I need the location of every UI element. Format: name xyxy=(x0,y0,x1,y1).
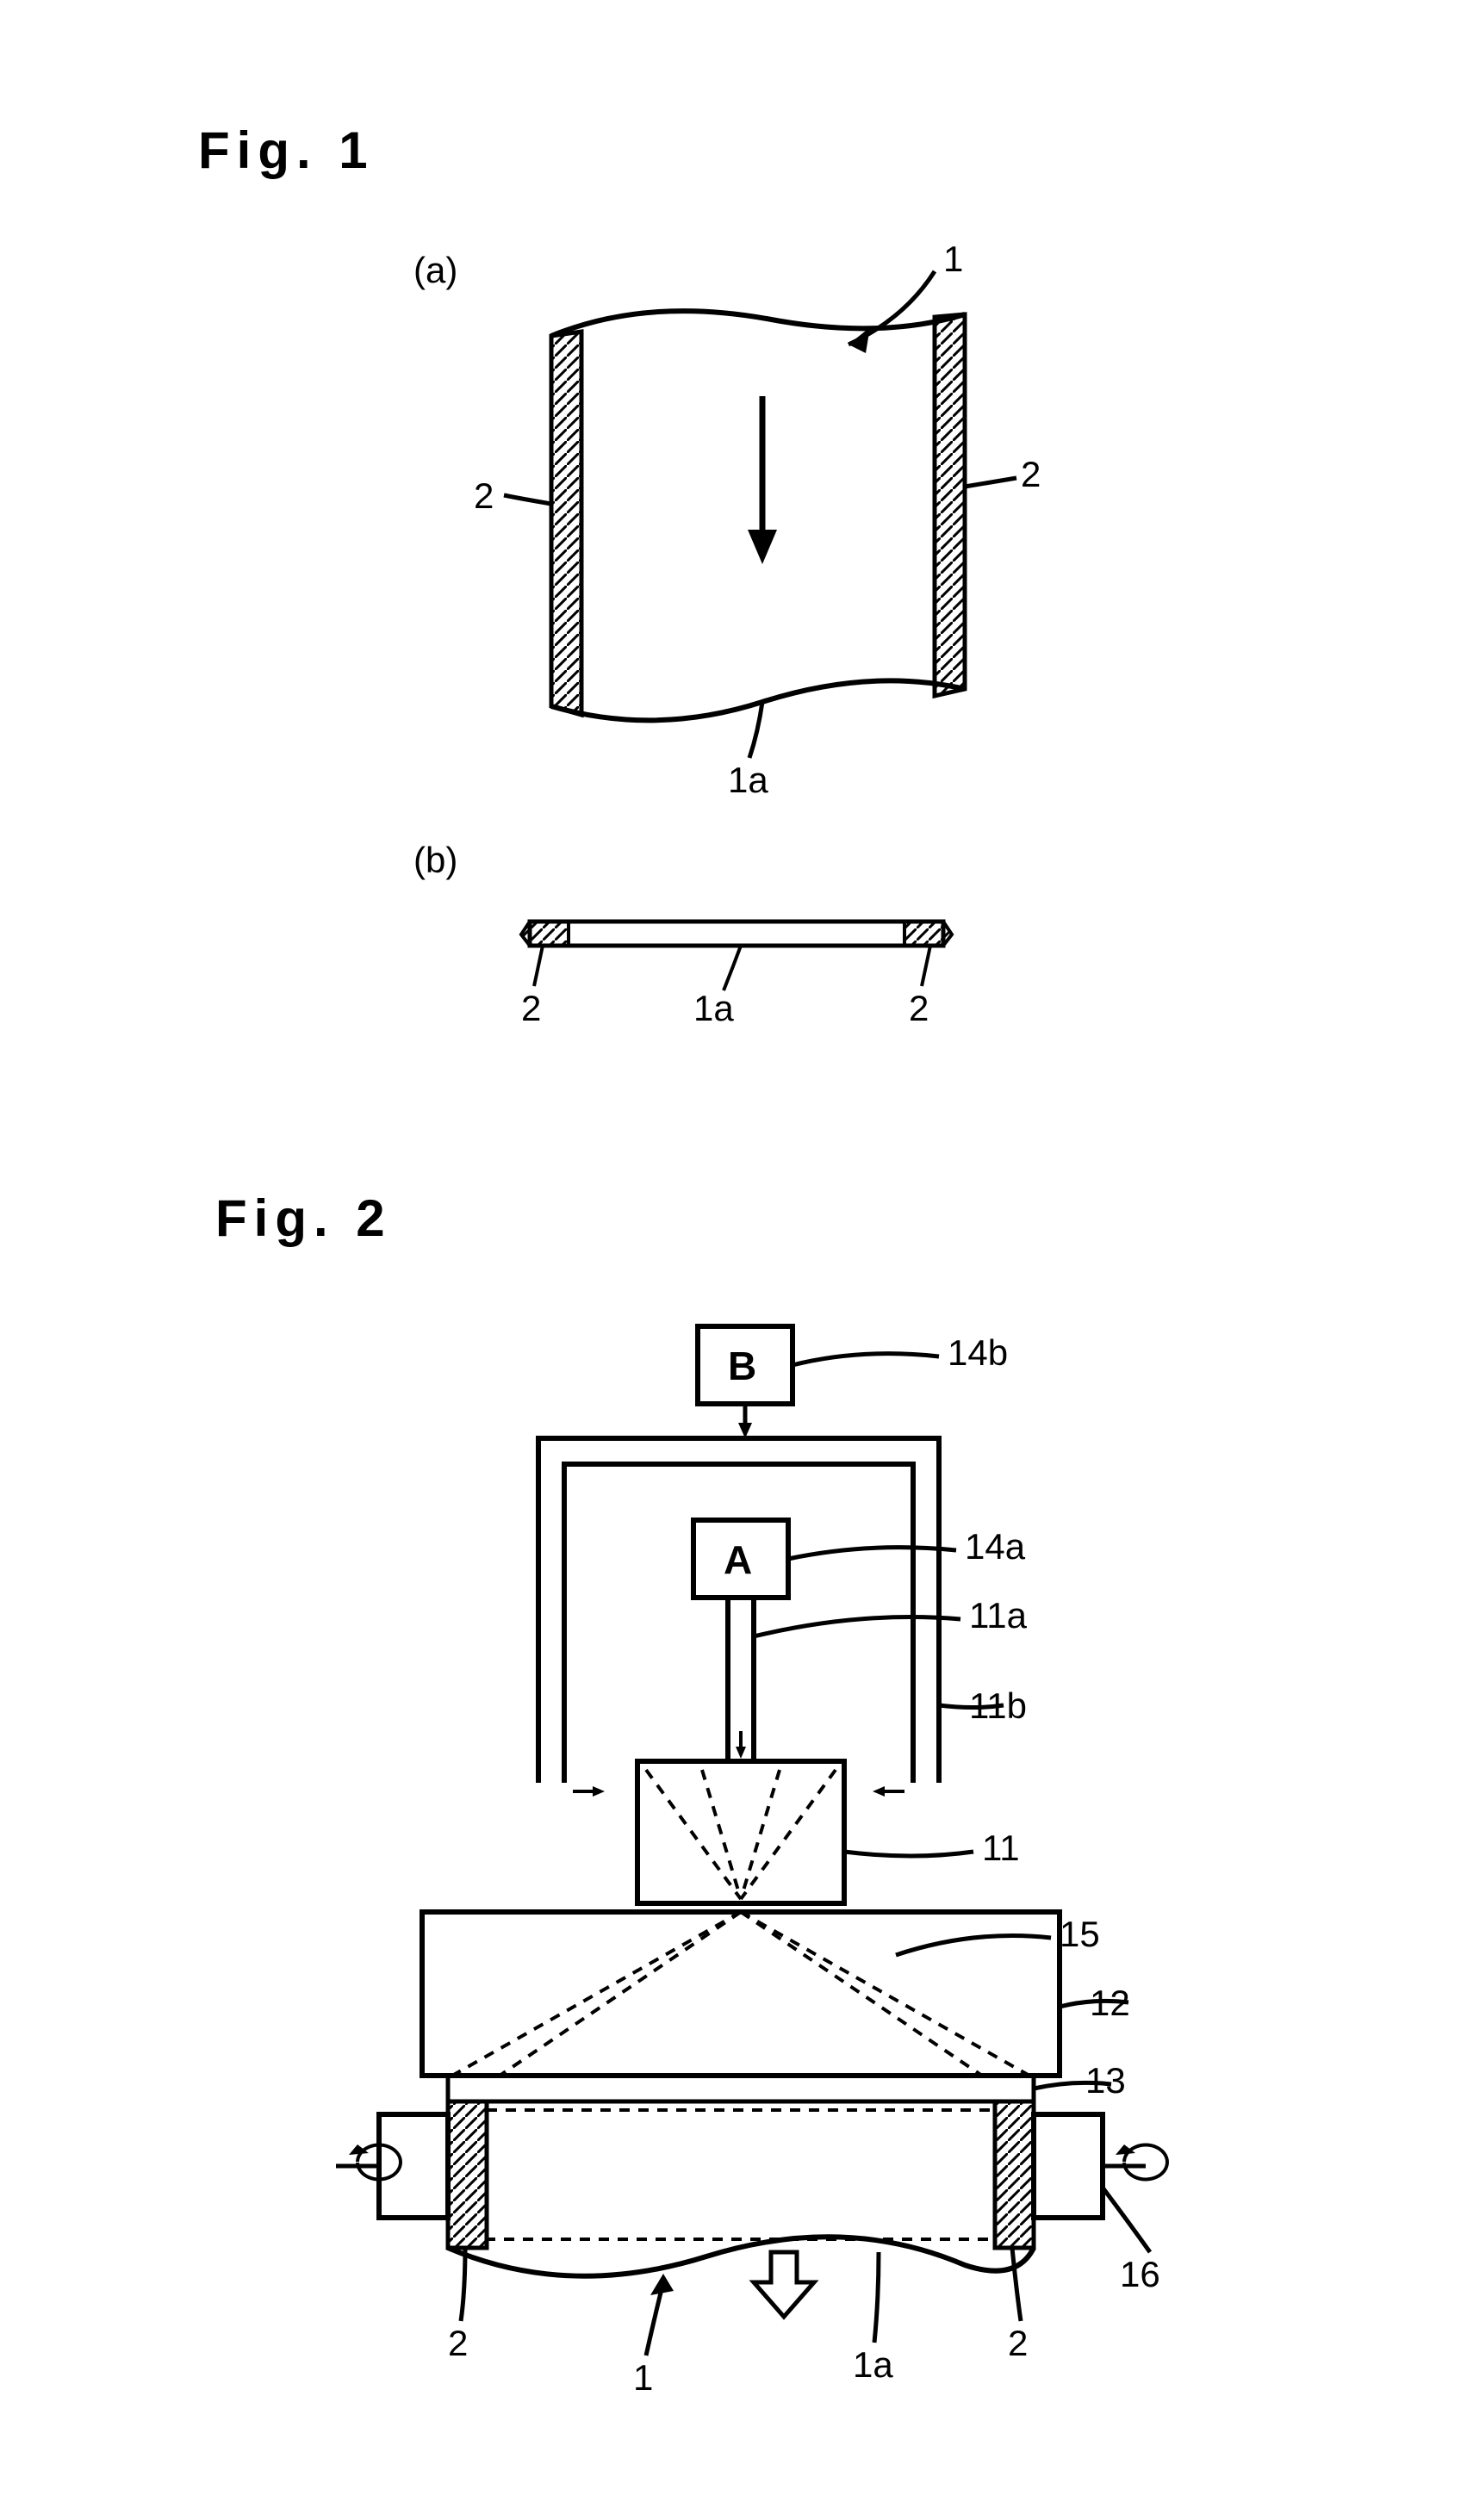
bottom-edge xyxy=(551,680,965,720)
roller-end-left xyxy=(379,2114,448,2218)
roller-end-right xyxy=(1034,2114,1103,2218)
label-1a-bot: 1a xyxy=(853,2344,893,2385)
fig1a-drawing: 1 2 2 1a xyxy=(422,224,1042,810)
roller-body xyxy=(487,2110,995,2239)
cross-bar xyxy=(530,922,943,946)
label-1a: 1a xyxy=(728,760,768,800)
label-1-bot: 1 xyxy=(633,2357,653,2398)
sheet-wave xyxy=(448,2237,1034,2275)
label-1: 1 xyxy=(943,239,963,279)
label-12: 12 xyxy=(1090,1983,1130,2023)
leader-2-right xyxy=(965,478,1016,487)
strip-2-right xyxy=(995,2101,1034,2248)
label-16: 16 xyxy=(1120,2254,1160,2294)
channel-11b xyxy=(538,1438,939,1783)
fig1-title: Fig. 1 xyxy=(198,121,375,180)
box-11 xyxy=(637,1761,844,1903)
down-arrow xyxy=(748,396,777,564)
strip-2-left xyxy=(448,2101,487,2248)
box-12 xyxy=(422,1912,1060,2076)
label-2-right: 2 xyxy=(1021,454,1041,494)
ref-1-arrow xyxy=(646,2274,674,2356)
right-wedge xyxy=(904,922,952,946)
page: Fig. 1 (a) 1 2 2 xyxy=(0,0,1467,2520)
label-14a: 14a xyxy=(965,1526,1026,1567)
hollow-down-arrow-icon xyxy=(754,2252,814,2317)
rotation-left-icon xyxy=(349,2144,401,2180)
fig2-title: Fig. 2 xyxy=(215,1189,392,1248)
box-a-label: A xyxy=(724,1537,752,1582)
label-13: 13 xyxy=(1085,2060,1126,2101)
label-11b: 11b xyxy=(969,1685,1027,1726)
box-b-label: B xyxy=(728,1344,756,1388)
fig1-sub-b: (b) xyxy=(413,840,457,881)
leader-1a xyxy=(749,702,762,758)
fig1b-drawing: 2 1a 2 xyxy=(482,904,1016,1042)
label-b-2-right: 2 xyxy=(909,988,929,1028)
label-b-2-left: 2 xyxy=(521,988,541,1028)
label-15: 15 xyxy=(1060,1914,1100,1954)
label-14b: 14b xyxy=(948,1332,1008,1373)
label-2-right-bot: 2 xyxy=(1008,2323,1028,2363)
label-2-left-bot: 2 xyxy=(448,2323,468,2363)
label-b-1a: 1a xyxy=(693,988,734,1028)
ref-1-leader xyxy=(848,271,935,353)
leader-2-left xyxy=(504,495,551,504)
rotation-right-icon xyxy=(1116,2144,1167,2180)
left-wedge xyxy=(521,922,569,946)
slot-13 xyxy=(448,2076,1034,2101)
label-11a: 11a xyxy=(969,1595,1028,1636)
label-11: 11 xyxy=(982,1828,1020,1868)
top-edge xyxy=(551,311,965,336)
left-strip xyxy=(551,332,581,715)
fig2-drawing: B 14b A 14a 11a 11b xyxy=(224,1309,1258,2411)
label-2-left: 2 xyxy=(474,475,494,516)
right-strip xyxy=(935,314,965,696)
